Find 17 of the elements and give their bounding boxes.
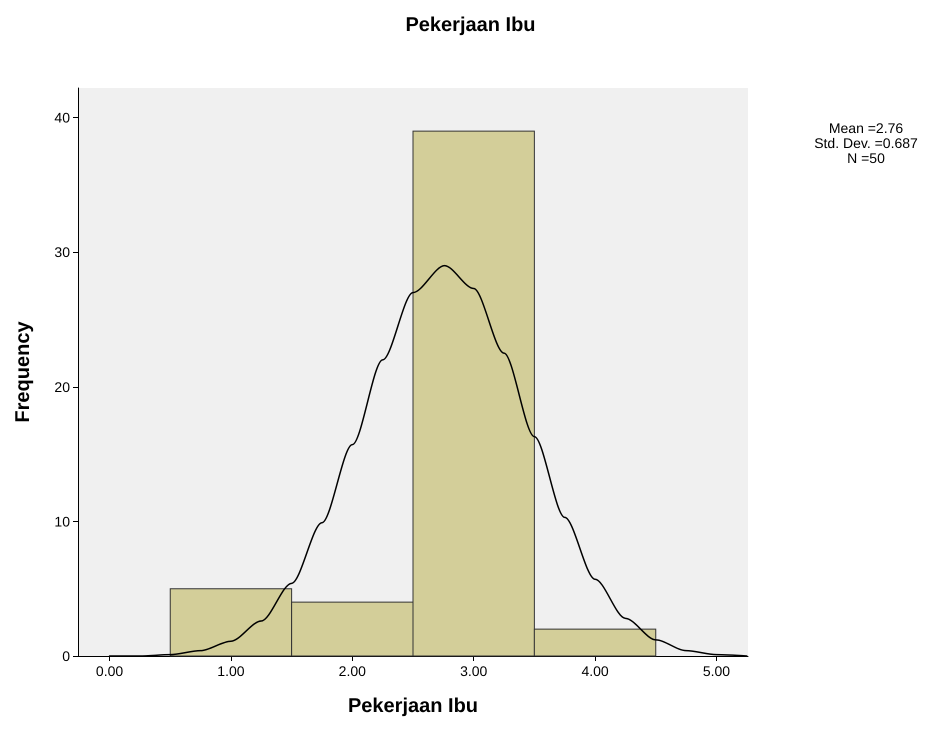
x-axis-title: Pekerjaan Ibu (348, 695, 478, 717)
text: Mean =2.76 (828, 120, 904, 136)
x-tick-label: 2.00 (338, 663, 366, 679)
y-tick-label: 20 (54, 378, 70, 395)
x-tick-label: 4.00 (581, 663, 609, 679)
x-tick-label: 3.00 (460, 663, 488, 679)
chart-title: Pekerjaan Ibu (405, 14, 536, 36)
y-axis-title: Frequency (12, 320, 34, 423)
x-tick-label: 5.00 (702, 663, 730, 679)
x-tick-label: 0.00 (96, 663, 124, 679)
y-tick-label: 40 (54, 110, 70, 126)
x-tick-label: 1.00 (217, 663, 245, 679)
y-tick-label: 0 (62, 648, 70, 664)
text: Std. Dev. =0.687 (814, 135, 918, 151)
y-tick-label: 30 (54, 244, 70, 260)
text: N =50 (847, 150, 886, 166)
y-tick-label: 10 (54, 513, 70, 530)
